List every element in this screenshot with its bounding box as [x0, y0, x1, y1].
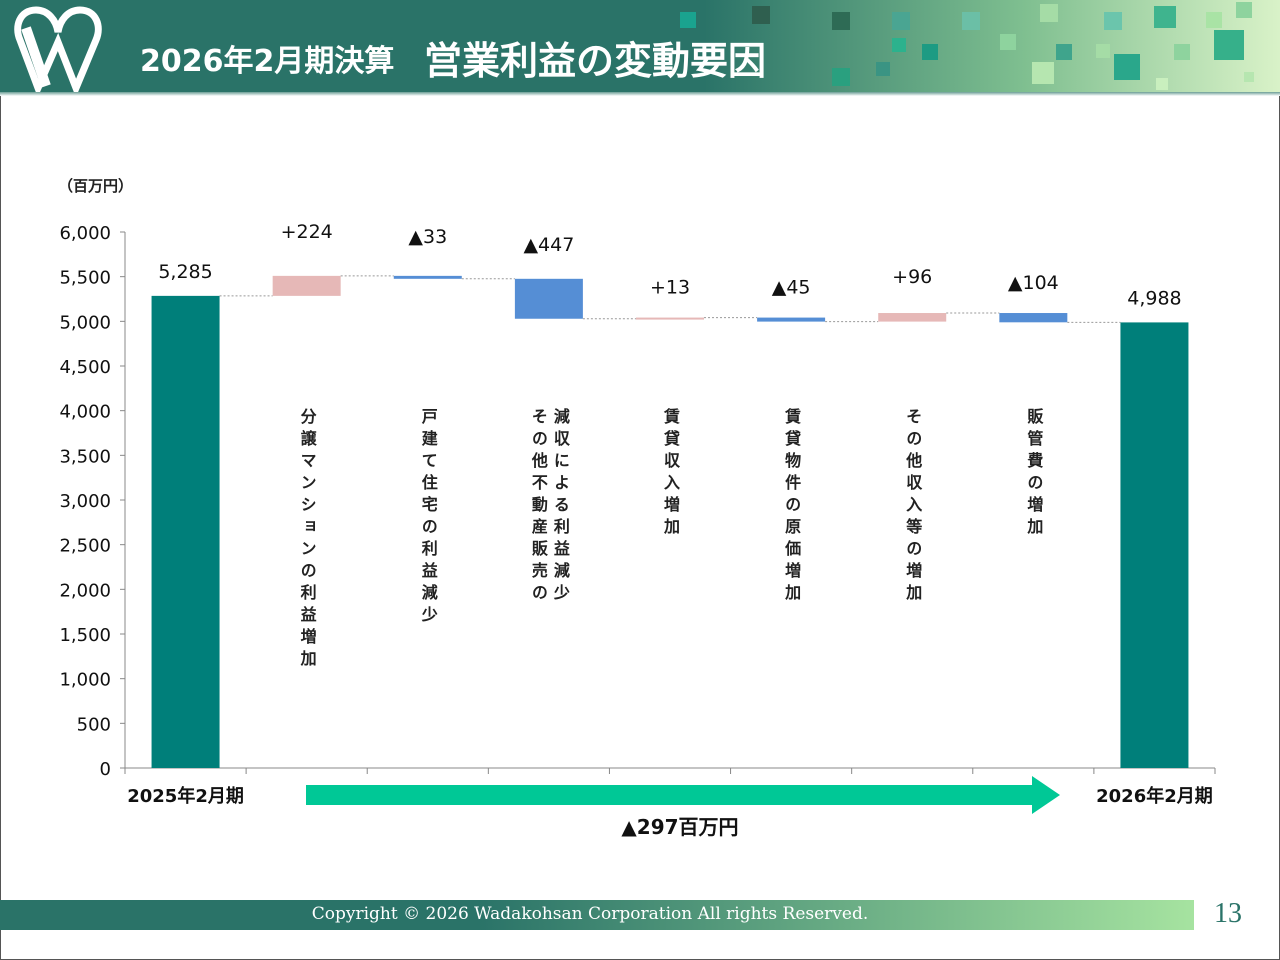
decor-square: [1040, 4, 1058, 22]
decor-square: [1000, 34, 1016, 50]
y-tick-label: 1,000: [59, 670, 111, 691]
bar-2: [393, 275, 462, 279]
bar-4: [636, 317, 704, 320]
data-label: +13: [650, 277, 690, 299]
decor-square: [1156, 78, 1168, 90]
y-tick-label: 0: [100, 759, 111, 780]
data-label: ▲447: [523, 234, 574, 256]
decor-square: [1104, 12, 1122, 30]
bar-5: [757, 317, 826, 322]
data-label: ▲45: [772, 277, 811, 299]
data-label: 5,285: [158, 261, 212, 283]
y-tick-label: 500: [77, 714, 111, 735]
y-tick-label: 2,000: [59, 580, 111, 601]
category-label: 賃貸物件の原価増加: [782, 408, 802, 606]
unit-label: （百万円）: [58, 177, 133, 195]
decor-square: [1244, 72, 1254, 82]
category-label: 戸建て住宅の利益減少: [418, 408, 438, 628]
bar-0: [151, 295, 220, 768]
bar-3: [514, 278, 583, 319]
category-label: その他収入等の増加: [903, 408, 923, 606]
y-tick-label: 3,000: [59, 491, 111, 512]
decor-square: [876, 62, 890, 76]
x-label: 2025年2月期: [127, 785, 244, 807]
decor-square: [1056, 44, 1072, 60]
decor-square: [1032, 62, 1054, 84]
decor-square: [892, 38, 906, 52]
decor-square: [1174, 44, 1190, 60]
y-tick-label: 1,500: [59, 625, 111, 646]
y-tick-label: 5,500: [59, 268, 111, 289]
decor-square: [1236, 2, 1252, 18]
header-divider: [0, 92, 1280, 96]
waterfall-chart: （百万円） 0 500 1,000 1,500 2,000 2,500 3,000 3,500…: [58, 177, 1216, 839]
category-label: 分譲マンションの利益増加: [297, 408, 317, 672]
slide-subtitle: 2026年2月期決算: [140, 44, 395, 79]
data-label: ▲104: [1008, 272, 1059, 294]
summary-label: ▲297百万円: [621, 815, 738, 839]
decor-square: [1154, 6, 1176, 28]
bar-8: [1120, 322, 1189, 768]
y-tick-label: 4,000: [59, 402, 111, 423]
decor-square: [1214, 30, 1244, 60]
decor-square: [1206, 12, 1222, 28]
decor-square: [892, 12, 910, 30]
y-tick-label: 2,500: [59, 536, 111, 557]
summary-arrow: [306, 776, 1060, 814]
decor-square: [922, 44, 938, 60]
category-label: その他不動産販売の減収による利益減少: [528, 408, 570, 606]
y-tick-label: 3,500: [59, 446, 111, 467]
data-label: +96: [892, 266, 932, 288]
data-label: 4,988: [1127, 287, 1181, 309]
y-tick-label: 5,000: [59, 312, 111, 333]
bar-6: [878, 313, 947, 322]
data-label: ▲33: [408, 226, 447, 248]
decor-square: [680, 12, 696, 28]
data-label: +224: [281, 221, 333, 243]
y-tick-label: 6,000: [59, 223, 111, 244]
decor-square: [1096, 44, 1110, 58]
x-label: 2026年2月期: [1096, 785, 1213, 807]
bar-7: [999, 313, 1068, 323]
company-logo: [14, 6, 102, 92]
slide-title: 営業利益の変動要因: [424, 39, 767, 83]
copyright-text: Copyright © 2026 Wadakohsan Corporation …: [311, 904, 869, 924]
footer-bar: [0, 900, 1194, 930]
category-label: 販管費の増加: [1024, 408, 1044, 540]
category-label: 賃貸収入増加: [661, 408, 680, 540]
decor-square: [832, 68, 850, 86]
decor-square: [752, 6, 770, 24]
bar-1: [272, 275, 341, 296]
y-tick-label: 4,500: [59, 357, 111, 378]
decor-square: [962, 12, 980, 30]
decor-square: [1114, 54, 1140, 80]
decor-square: [832, 12, 850, 30]
page-number: 13: [1214, 898, 1242, 929]
